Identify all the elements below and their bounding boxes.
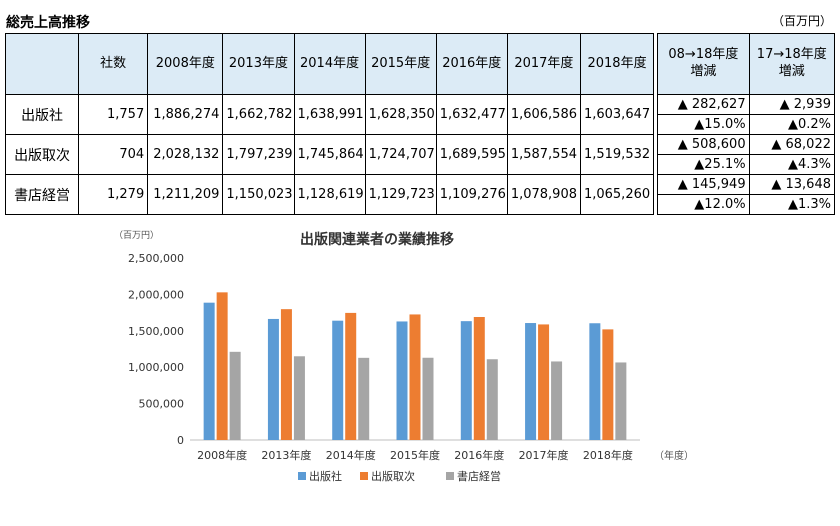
row-label: 出版社	[4, 94, 80, 135]
table-title: 総売上高推移	[6, 15, 90, 31]
column-gap	[653, 33, 659, 95]
header-change-17-18: 17→18年度 増減	[748, 33, 836, 95]
column-gap	[653, 174, 659, 215]
header-corner	[4, 33, 80, 95]
header-year: 2013年度	[222, 33, 295, 95]
bar	[267, 318, 279, 440]
change-17-18-cell: ▲ 68,022	[748, 134, 836, 155]
header-year: 2008年度	[147, 33, 224, 95]
bar	[203, 302, 215, 440]
value-cell: 1,689,595	[435, 134, 508, 175]
legend-label: 書店経営	[457, 469, 501, 483]
value-cell: 1,129,723	[364, 174, 437, 215]
legend-label: 出版社	[309, 469, 342, 483]
change-17-18-cell: ▲1.3%	[748, 194, 836, 215]
bar	[589, 323, 601, 440]
x-tick-label: 2018年度	[583, 448, 633, 462]
change-08-18-cell: ▲ 508,600	[657, 134, 750, 155]
chart-title: 出版関連業者の業績推移	[300, 232, 454, 248]
bar	[409, 314, 421, 440]
bar	[551, 361, 563, 440]
value-cell: 2,028,132	[147, 134, 224, 175]
bar	[345, 312, 357, 440]
header-change-17-18-label: 増減	[778, 64, 805, 79]
bar	[216, 292, 228, 440]
value-cell: 1,065,260	[579, 174, 655, 215]
bar	[229, 351, 241, 440]
table-row: 出版取次 704 2,028,132 1,797,239 1,745,864 1,724,…	[4, 134, 836, 175]
row-label: 書店経営	[4, 174, 80, 215]
header-year: 2018年度	[579, 33, 655, 95]
value-cell: 1,587,554	[506, 134, 581, 175]
x-tick-label: 2016年度	[454, 448, 504, 462]
change-17-18-cell: ▲ 13,648	[748, 174, 836, 195]
value-cell: 1,745,864	[293, 134, 366, 175]
bar	[332, 320, 344, 440]
legend-swatch	[446, 472, 454, 480]
value-cell: 1,603,647	[579, 94, 655, 135]
table-row: ▲25.1% ▲4.3%	[6, 154, 836, 175]
header-change-08-18-period: 08→18年度	[668, 47, 739, 63]
legend-swatch	[360, 472, 368, 480]
table-row: 書店経営 1,279 1,211,209 1,150,023 1,128,619 1,12…	[4, 174, 836, 215]
y-tick-label: 2,000,000	[128, 288, 184, 301]
value-cell: 1,519,532	[579, 134, 655, 175]
table-header-row: 社数 2008年度 2013年度 2014年度 2015年度 2016年度 20…	[4, 33, 836, 95]
header-year: 2016年度	[435, 33, 508, 95]
value-cell: 1,886,274	[147, 94, 224, 135]
bar	[615, 362, 627, 440]
bar	[396, 321, 408, 440]
value-cell: 1,724,707	[364, 134, 437, 175]
header-year: 2014年度	[293, 33, 366, 95]
value-cell: 1,628,350	[364, 94, 437, 135]
x-tick-label: 2014年度	[326, 448, 376, 462]
header-change-17-18-period: 17→18年度	[756, 47, 827, 63]
y-tick-label: 0	[177, 434, 184, 447]
bar	[293, 356, 305, 440]
companies-cell: 704	[78, 134, 149, 175]
x-tick-label: 2015年度	[390, 448, 440, 462]
value-cell: 1,150,023	[222, 174, 295, 215]
header-year: 2017年度	[506, 33, 581, 95]
bar	[525, 323, 537, 440]
x-tick-label: 2008年度	[197, 448, 247, 462]
change-17-18-cell: ▲4.3%	[748, 154, 836, 175]
header-companies: 社数	[78, 33, 149, 95]
bar	[280, 309, 292, 440]
value-cell: 1,211,209	[147, 174, 224, 215]
bar	[538, 324, 550, 440]
bar	[473, 316, 485, 440]
column-gap	[653, 94, 659, 135]
value-cell: 1,662,782	[222, 94, 295, 135]
x-tick-label: 2017年度	[519, 448, 569, 462]
y-tick-label: 500,000	[139, 398, 185, 411]
bar	[358, 357, 370, 440]
sales-table: 社数 2008年度 2013年度 2014年度 2015年度 2016年度 20…	[4, 33, 836, 215]
bar	[422, 357, 434, 440]
y-tick-label: 1,500,000	[128, 325, 184, 338]
change-08-18-cell: ▲12.0%	[657, 194, 750, 215]
value-cell: 1,128,619	[293, 174, 366, 215]
bar	[460, 321, 472, 440]
x-axis-label: （年度）	[654, 449, 694, 462]
table-unit: （百万円）	[771, 14, 832, 28]
y-axis-label: （百万円）	[114, 230, 159, 241]
table-row: ▲12.0% ▲1.3%	[6, 194, 836, 215]
value-cell: 1,797,239	[222, 134, 295, 175]
bar	[486, 359, 498, 440]
legend-swatch	[298, 472, 306, 480]
table-row: 出版社 1,757 1,886,274 1,662,782 1,638,991 1,628…	[4, 94, 836, 135]
value-cell: 1,638,991	[293, 94, 366, 135]
change-08-18-cell: ▲ 145,949	[657, 174, 750, 195]
column-gap	[653, 134, 659, 175]
x-tick-label: 2013年度	[261, 448, 311, 462]
change-17-18-cell: ▲ 2,939	[748, 94, 836, 115]
y-tick-label: 1,000,000	[128, 361, 184, 374]
legend-label: 出版取次	[371, 469, 415, 483]
header-change-08-18-label: 増減	[690, 64, 717, 79]
bar	[602, 329, 614, 440]
value-cell: 1,078,908	[506, 174, 581, 215]
y-tick-label: 2,500,000	[128, 252, 184, 265]
